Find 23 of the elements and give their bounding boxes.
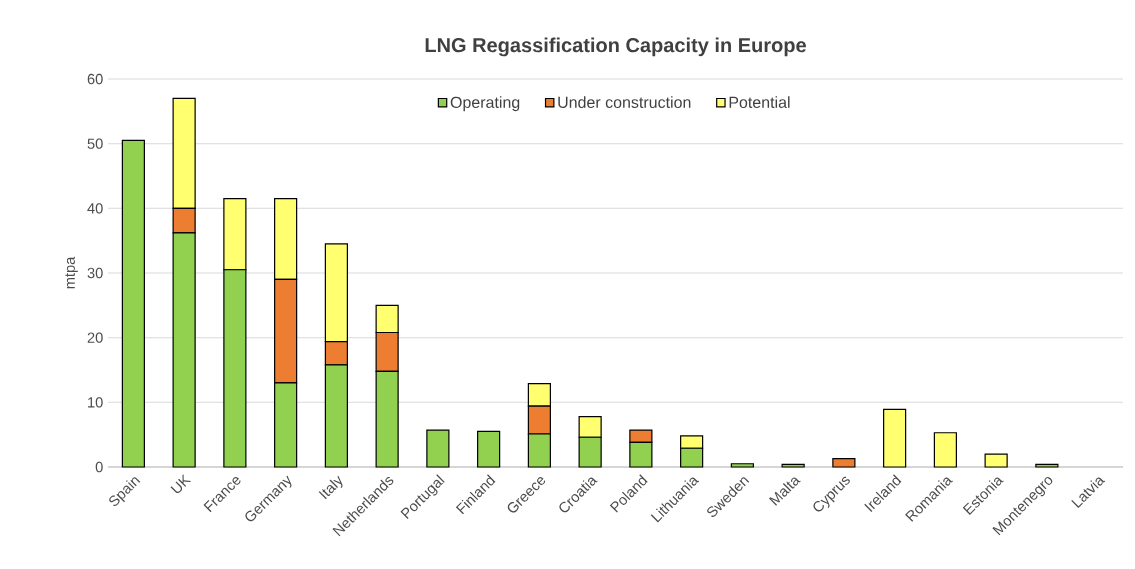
legend-label: Potential [729, 96, 790, 108]
bar [883, 408, 907, 468]
bar [781, 463, 805, 468]
y-tick-label: 40 [87, 203, 103, 214]
bar [832, 457, 856, 468]
y-tick-label: 60 [87, 73, 103, 85]
y-tick-label: 30 [87, 267, 103, 279]
bar [426, 429, 450, 468]
bar [984, 453, 1008, 468]
chart-title: LNG Regassification Capacity in Europe [425, 37, 806, 57]
bar [121, 139, 145, 468]
y-tick-label: 50 [87, 138, 103, 149]
y-tick-label: 20 [87, 332, 103, 343]
y-tick-label: 0 [95, 461, 103, 473]
legend-label: Operating [450, 96, 520, 112]
x-tick-label: UK [170, 474, 192, 494]
bar [933, 432, 957, 468]
y-tick-label: 10 [88, 397, 103, 408]
bar [1035, 463, 1059, 468]
bar [477, 430, 501, 468]
bar [730, 463, 754, 468]
y-axis-title: mtpa [65, 256, 78, 289]
legend-label: Under construction [558, 96, 691, 108]
